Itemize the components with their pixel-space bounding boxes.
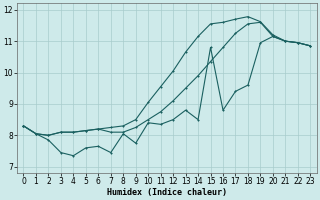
X-axis label: Humidex (Indice chaleur): Humidex (Indice chaleur) <box>107 188 227 197</box>
